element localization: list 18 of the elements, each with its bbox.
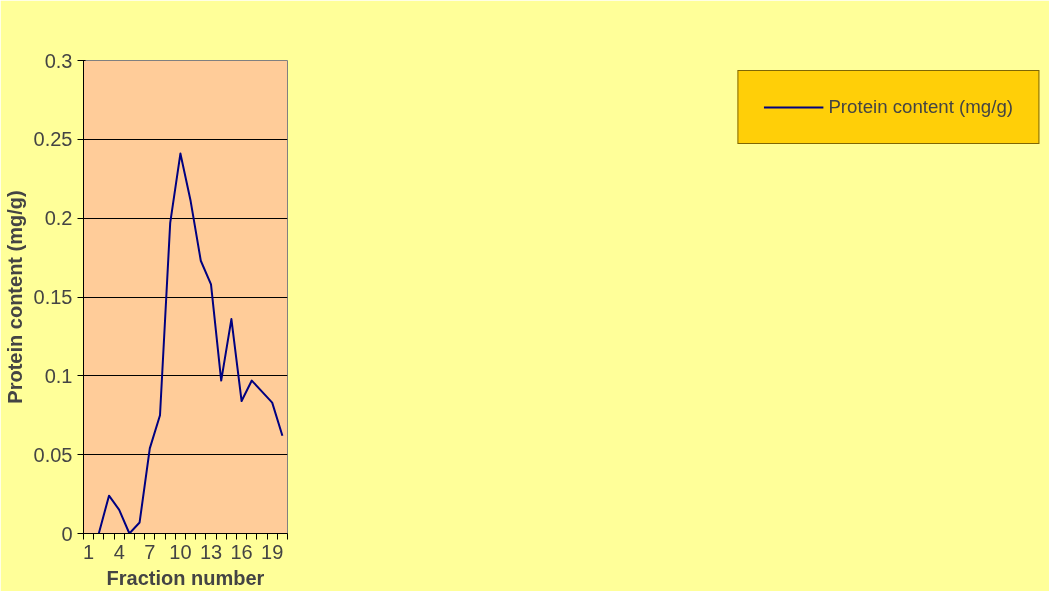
legend-label: Protein content (mg/g) [828, 96, 1013, 118]
x-tick-label: 1 [83, 540, 95, 563]
y-tick-label: 0.05 [33, 443, 73, 466]
x-tick-label: 4 [113, 540, 125, 563]
y-tick-label: 0.3 [44, 49, 73, 72]
y-tick-label: 0.2 [44, 207, 73, 230]
x-tick-label: 13 [199, 540, 223, 563]
x-tick-label: 19 [261, 540, 284, 563]
y-axis-title: Protein content (mg/g) [3, 190, 26, 404]
x-tick-label: 7 [144, 540, 156, 563]
y-tick-label: 0.25 [33, 128, 73, 151]
x-tick-label: 16 [230, 540, 253, 563]
x-tick-label: 10 [169, 540, 192, 563]
y-tick-label: 0.1 [44, 364, 73, 387]
line-series [97, 152, 284, 534]
y-tick-label: 0.15 [33, 286, 73, 308]
x-axis-title: Fraction number [106, 566, 265, 589]
y-tick-label: 0 [61, 522, 73, 545]
